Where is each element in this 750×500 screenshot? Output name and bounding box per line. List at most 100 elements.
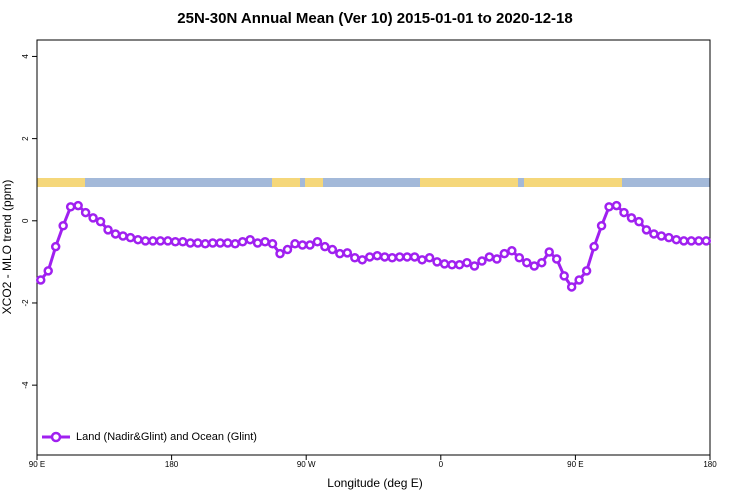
data-point — [297, 240, 308, 250]
data-point — [260, 236, 270, 247]
x-axis-label: Longitude (deg E) — [327, 476, 422, 490]
data-point — [402, 252, 412, 262]
data-point — [686, 236, 697, 246]
data-point — [133, 234, 143, 245]
data-point — [514, 253, 525, 263]
data-point — [641, 225, 652, 235]
data-point — [664, 232, 674, 243]
y-tick-label: -2 — [21, 299, 30, 307]
ocean — [37, 178, 710, 187]
data-point — [365, 252, 375, 262]
data-point — [290, 239, 300, 249]
data-point — [589, 241, 599, 252]
data-point — [694, 236, 704, 246]
plot-frame — [36, 39, 711, 456]
land-ocean-band — [37, 178, 710, 187]
data-point — [170, 236, 181, 247]
series-line — [39, 203, 707, 290]
data-point — [537, 257, 547, 268]
data-point — [432, 257, 442, 267]
data-point — [163, 236, 173, 246]
data-point — [701, 236, 712, 246]
data-point — [581, 266, 592, 276]
data-point — [387, 253, 397, 263]
data-point — [409, 252, 420, 262]
data-point — [73, 200, 83, 211]
land — [305, 178, 323, 187]
data-point — [350, 253, 360, 263]
data-point — [275, 248, 285, 259]
data-point — [335, 248, 345, 259]
data-point — [671, 234, 682, 245]
data-point — [439, 259, 450, 269]
data-point — [50, 241, 61, 252]
data-point — [245, 234, 255, 245]
data-point — [626, 213, 637, 223]
land — [272, 178, 300, 187]
data-point — [267, 239, 278, 249]
data-point — [237, 236, 248, 247]
data-point — [492, 254, 502, 264]
data-point — [342, 248, 353, 258]
data-point — [611, 200, 622, 211]
data-point — [125, 232, 136, 243]
land — [420, 178, 518, 187]
y-tick-label: 2 — [21, 136, 30, 141]
data-point — [469, 261, 480, 271]
data-point — [155, 236, 166, 246]
data-point — [252, 238, 263, 248]
data-point — [312, 236, 323, 247]
data-point — [634, 216, 644, 227]
data-point — [477, 256, 487, 266]
data-point — [544, 247, 554, 257]
legend-entry: Land (Nadir&Glint) and Ocean (Glint) — [42, 431, 257, 443]
data-point — [507, 246, 517, 256]
data-point — [529, 261, 540, 271]
y-tick-label: 4 — [21, 54, 30, 59]
legend-label: Land (Nadir&Glint) and Ocean (Glint) — [76, 431, 257, 443]
data-point — [454, 260, 465, 270]
data-point — [58, 220, 68, 231]
y-tick-label: 0 — [21, 218, 30, 223]
land — [37, 178, 85, 187]
data-point — [656, 231, 667, 241]
data-point — [178, 236, 188, 247]
data-point — [566, 282, 577, 292]
data-point — [394, 252, 405, 262]
data-point — [619, 207, 629, 218]
data-point — [484, 252, 495, 262]
data-point — [140, 236, 151, 246]
data-point — [282, 244, 293, 255]
data-point — [372, 250, 382, 261]
data-point — [193, 238, 203, 248]
x-tick-label: 180 — [703, 460, 717, 469]
x-tick-label: 90 E — [567, 460, 583, 469]
data-point — [559, 271, 569, 281]
data-point — [649, 229, 659, 239]
data-point — [327, 244, 338, 255]
data-point — [357, 255, 368, 265]
data-point — [522, 257, 532, 268]
data-point — [200, 239, 210, 249]
data-point — [118, 231, 128, 241]
data-point — [305, 240, 315, 250]
data-point — [447, 260, 457, 270]
data-point — [65, 202, 76, 212]
data-point — [148, 236, 158, 246]
data-point — [551, 254, 562, 264]
data-point — [222, 238, 233, 248]
land — [524, 178, 622, 187]
data-point — [230, 239, 240, 249]
data-point — [417, 255, 427, 265]
y-tick-label: -4 — [21, 381, 30, 389]
data-point — [574, 275, 584, 285]
y-axis-label: XCO2 - MLO trend (ppm) — [0, 180, 14, 315]
data-point — [43, 266, 53, 276]
data-point — [80, 207, 91, 218]
x-tick-label: 90 W — [297, 460, 316, 469]
data-point — [462, 257, 472, 268]
data-point — [604, 202, 614, 212]
data-point — [424, 253, 435, 263]
data-point — [379, 252, 390, 262]
